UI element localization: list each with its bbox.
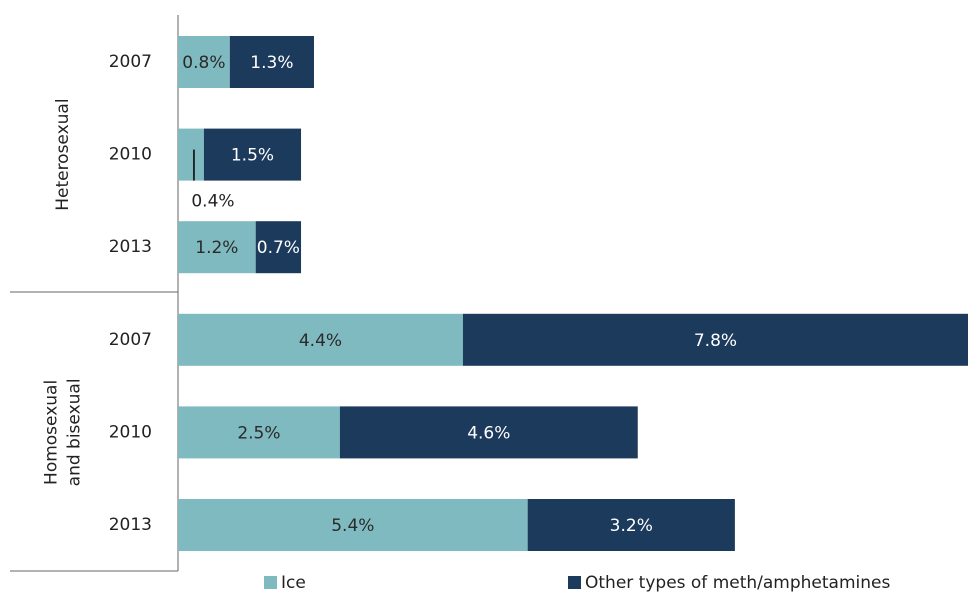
data-label: 2.5% [237,423,280,443]
legend-swatch [264,576,277,589]
y-tick-label: 2010 [109,422,152,442]
bar-segment [178,128,204,181]
group-label: Heterosexual [53,98,73,210]
data-label: 0.8% [182,53,225,73]
bar-segment [229,36,314,88]
legend-label: Other types of meth/amphetamines [585,573,890,593]
data-label: 1.2% [195,238,238,258]
bar-segment [339,406,638,459]
bar-segment [178,313,463,366]
legend-label: Ice [281,573,306,593]
bar-segment [178,221,256,274]
data-label: 5.4% [331,516,374,536]
y-tick-label: 2013 [109,237,152,257]
bar-segment [527,499,735,551]
data-label: 1.5% [231,146,274,166]
bar-segment [178,499,528,551]
y-tick-label: 2013 [109,515,152,535]
y-tick-label: 2007 [109,330,152,350]
legend-swatch [568,576,581,589]
bar-segment [462,313,968,366]
group-label: Homosexual [42,380,62,485]
data-label: 1.3% [250,53,293,73]
data-label: 7.8% [694,331,737,351]
bar-segment [178,406,340,459]
y-tick-label: 2010 [109,145,152,165]
data-label: 4.6% [467,423,510,443]
y-tick-label: 2007 [109,52,152,72]
bar-segment [255,221,302,274]
data-label: 0.4% [191,192,234,212]
bar-segment [203,128,302,181]
data-label: 0.7% [257,238,300,258]
data-label: 3.2% [610,516,653,536]
bar-segment [178,36,230,88]
group-label: and bisexual [65,378,85,486]
data-label: 4.4% [299,331,342,351]
